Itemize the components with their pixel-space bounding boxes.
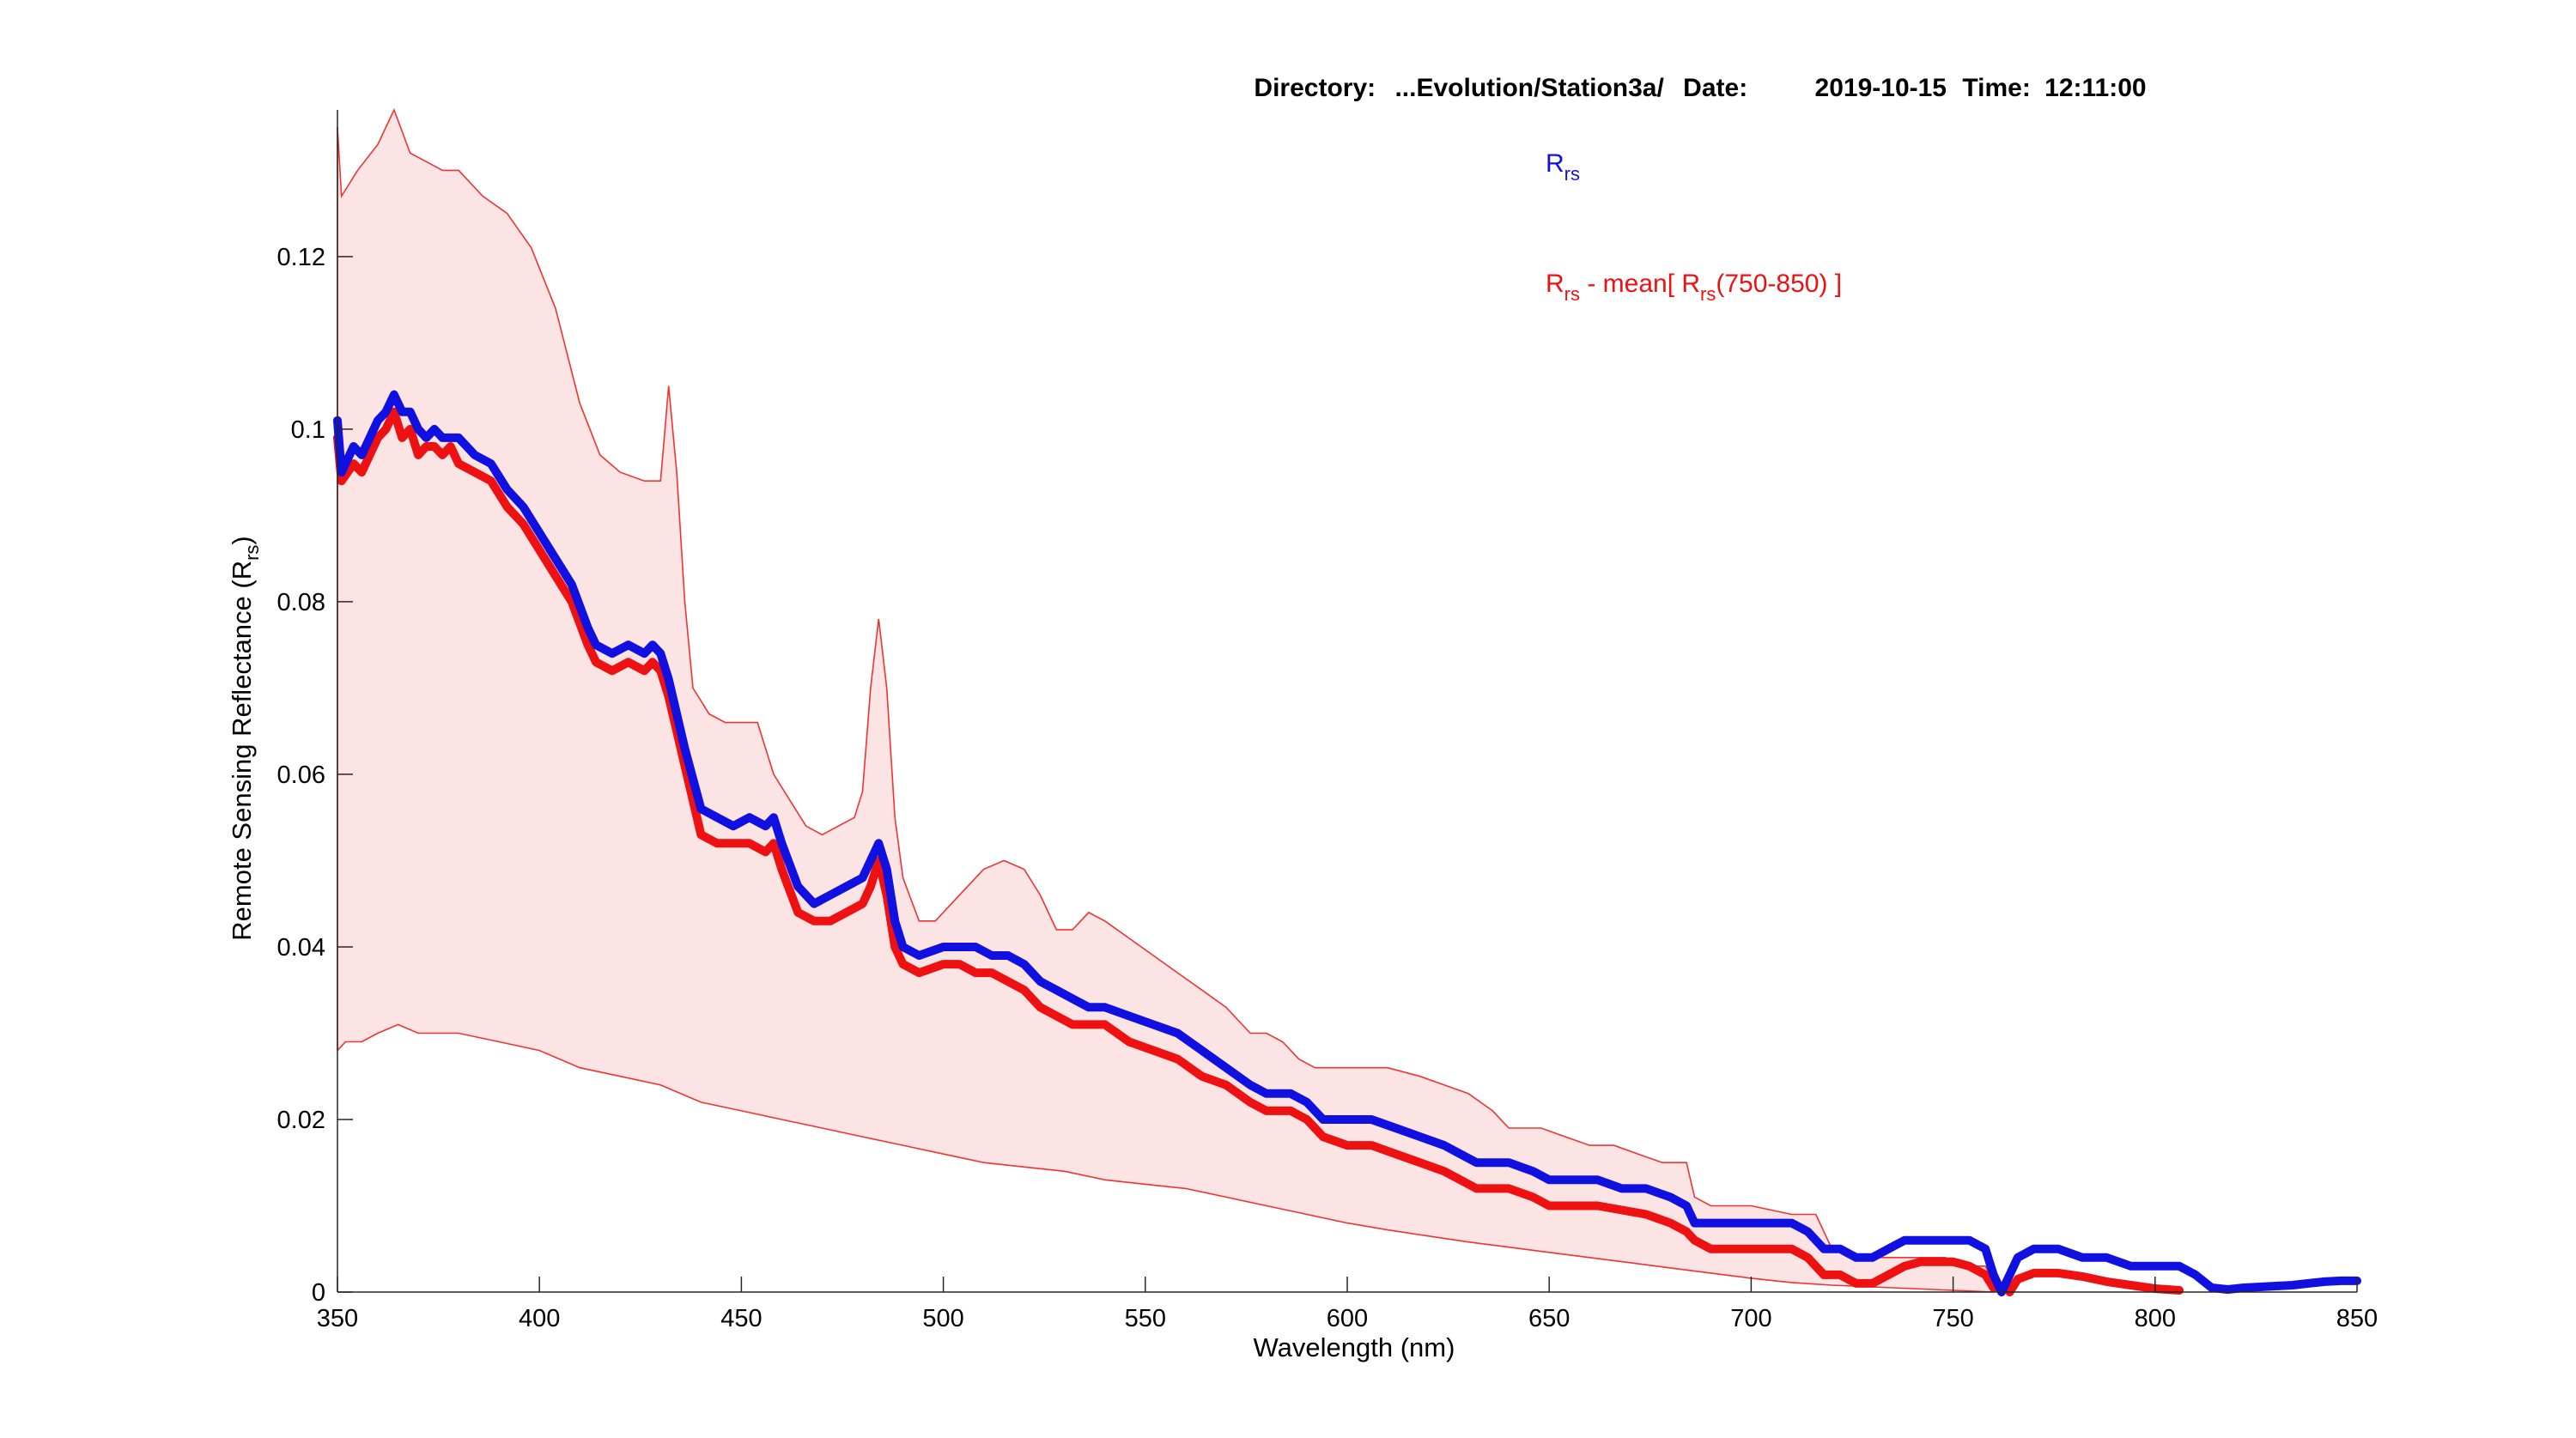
y-tick-label: 0.12 (277, 244, 325, 271)
x-axis-label: Wavelength (nm) (1254, 1332, 1455, 1362)
y-axis-label: Remote Sensing Reflectance (Rrs) (227, 536, 263, 940)
x-tick-label: 700 (1730, 1305, 1771, 1332)
y-axis-label-close: ) (227, 536, 257, 544)
title-directory-value: ...Evolution/Station3a/ (1394, 74, 1664, 102)
x-axis-ticks: 350 400 450 500 550 600 650 700 750 800 850 (317, 1277, 2378, 1332)
y-tick-label: 0.04 (277, 934, 325, 962)
band-lower-line (337, 1023, 1994, 1293)
y-tick-label: 0.02 (277, 1107, 325, 1134)
y-axis-label-main: Remote Sensing Reflectance (R (227, 561, 257, 941)
title-time-value: 12:11:00 (2044, 74, 2146, 102)
x-tick-label: 500 (922, 1305, 963, 1332)
y-tick-label: 0 (312, 1279, 325, 1307)
x-tick-label: 850 (2336, 1305, 2378, 1332)
x-tick-label: 450 (720, 1305, 762, 1332)
y-tick-label: 0.08 (277, 589, 325, 616)
legend-corr-main: R (1546, 270, 1564, 298)
series-corrected-line-2 (2005, 1268, 2184, 1296)
legend-entry-rrs: Rrs (1546, 149, 1580, 185)
title-date-value: 2019-10-15 (1815, 74, 1947, 102)
x-tick-label: 650 (1528, 1305, 1570, 1332)
legend-corr-sub: rs (1564, 283, 1580, 305)
legend-corr-mid: - mean[ R (1580, 270, 1700, 298)
title-directory-label: Directory: (1254, 74, 1376, 102)
chart-title: Directory: ...Evolution/Station3a/ Date:… (1254, 74, 2146, 102)
x-tick-label: 400 (519, 1305, 560, 1332)
band-fill (337, 110, 1994, 1292)
y-axis-label-sub: rs (241, 545, 263, 561)
x-tick-label: 600 (1327, 1305, 1368, 1332)
x-tick-label: 550 (1125, 1305, 1166, 1332)
title-date-label: Date: (1683, 74, 1747, 102)
legend-rrs-main: R (1546, 149, 1564, 178)
y-axis-ticks: 0 0.02 0.04 0.06 0.08 0.1 0.12 (277, 244, 353, 1307)
legend-entry-corrected: Rrs - mean[ Rrs(750-850) ] (1546, 270, 1842, 305)
series-corrected-line-1 (333, 407, 1998, 1292)
y-tick-label: 0.1 (291, 416, 325, 444)
legend-rrs-sub: rs (1564, 163, 1580, 185)
y-tick-label: 0.06 (277, 761, 325, 789)
legend-corr-tail: (750-850) ] (1716, 270, 1842, 298)
series-rrs-line (333, 390, 2361, 1296)
x-tick-label: 350 (317, 1305, 358, 1332)
x-tick-label: 750 (1932, 1305, 1973, 1332)
series-layer (333, 390, 2361, 1296)
legend-corr-sub2: rs (1700, 283, 1716, 305)
x-tick-label: 800 (2135, 1305, 2176, 1332)
legend: Rrs Rrs - mean[ Rrs(750-850) ] (1546, 149, 1842, 305)
title-time-label: Time: (1962, 74, 2030, 102)
band-upper-line (337, 107, 1995, 1284)
